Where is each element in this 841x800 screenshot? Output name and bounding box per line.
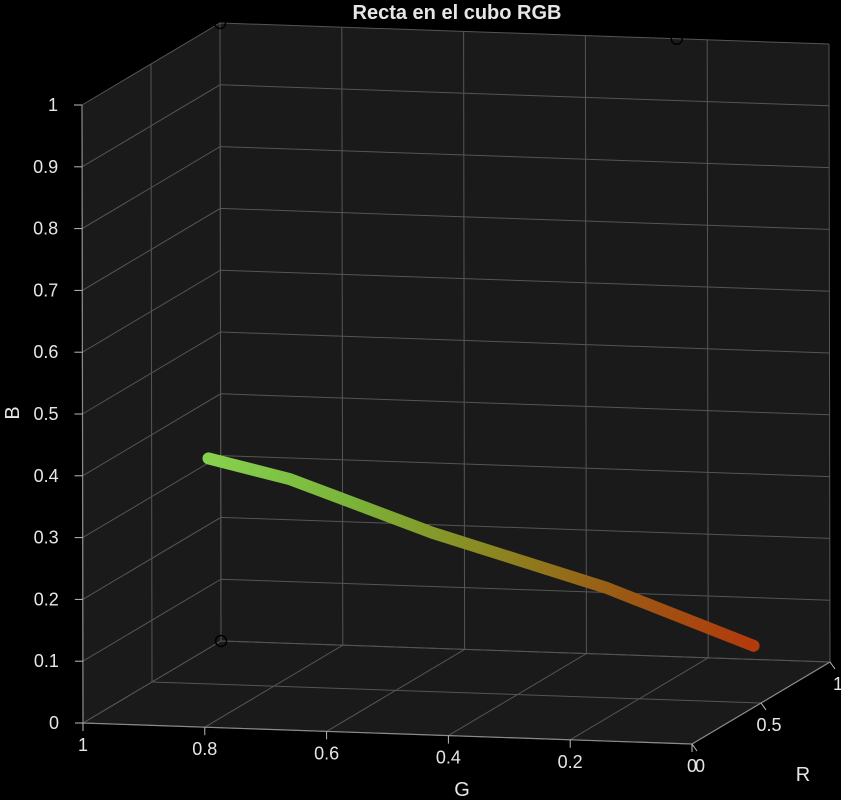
chart-series [202, 452, 760, 652]
g-tick-label: 0.8 [192, 739, 217, 759]
chart-markers [213, 16, 683, 648]
r-tick-mark [691, 743, 698, 752]
b-axis-ticks: 0 0.1 0.2 0.3 0.4 0.5 0.6 0.7 0.8 0.9 1 [33, 95, 83, 733]
grid-line-g-wall [341, 27, 344, 646]
g-axis-title: G [454, 779, 470, 800]
r-tick-label: 0 [695, 756, 705, 776]
b-tick-label: 0.8 [33, 219, 58, 239]
g-tick-label: 0 [687, 756, 697, 776]
series-line [202, 452, 760, 652]
data-marker [670, 32, 683, 45]
grid-line-g-wall [706, 39, 709, 658]
g-tick-label: 0.2 [558, 752, 583, 772]
chart-title: Recta en el cubo RGB [353, 2, 562, 24]
axis-edge [82, 722, 693, 745]
b-tick-label: 0.1 [34, 651, 59, 671]
b-tick-label: 0.4 [34, 466, 59, 486]
grid-line-r-wall [150, 63, 153, 683]
g-tick-label: 0.6 [314, 743, 339, 763]
r-tick-mark [760, 702, 767, 711]
b-tick-label: 0.7 [33, 280, 58, 300]
data-marker [213, 16, 227, 30]
b-tick-label: 0.3 [34, 528, 59, 548]
b-tick-label: 0 [49, 713, 59, 733]
b-tick-label: 0.6 [33, 342, 58, 362]
r-axis-ticks: 00.51 [691, 661, 841, 776]
b-tick-label: 0.9 [33, 157, 58, 177]
g-tick-label: 1 [78, 735, 88, 755]
data-marker [214, 634, 228, 648]
b-axis-title: B [2, 406, 24, 419]
b-tick-label: 1 [48, 95, 58, 115]
r-axis-title: R [796, 764, 810, 786]
g-tick-label: 0.4 [436, 748, 461, 768]
r-tick-mark [829, 661, 836, 670]
b-tick-label: 0.2 [34, 589, 59, 609]
grid-line-g-wall [828, 43, 831, 663]
r-tick-label: 0.5 [756, 715, 781, 735]
grid-line-r-floor [220, 640, 831, 663]
grid-line-g-wall [584, 35, 587, 654]
r-tick-label: 1 [833, 674, 841, 694]
grid-line-r-floor [151, 681, 762, 704]
g-axis-ticks: 0 0.2 0.4 0.6 0.8 1 [78, 723, 697, 776]
grid-line-r-wall [219, 22, 222, 642]
b-tick-label: 0.5 [33, 404, 58, 424]
